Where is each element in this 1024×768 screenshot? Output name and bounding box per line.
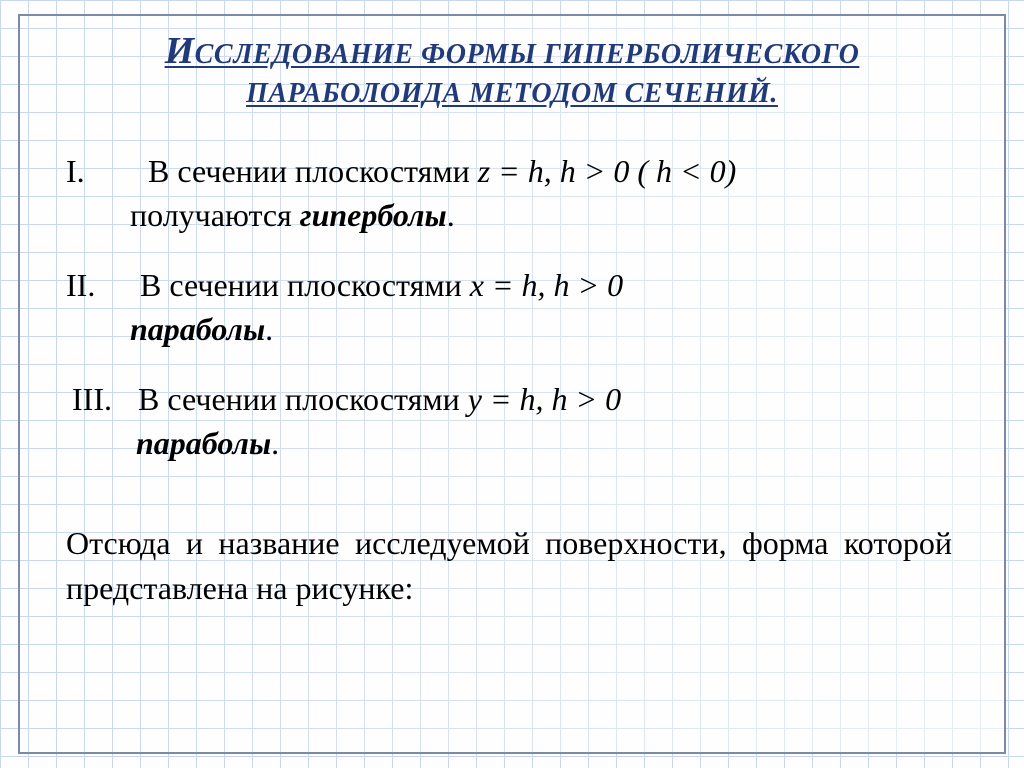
slide-title: ИССЛЕДОВАНИЕ ФОРМЫ ГИПЕРБОЛИЧЕСКОГО ПАРА…	[66, 28, 958, 111]
result-prefix: получаются	[130, 197, 300, 233]
result-word: параболы	[136, 425, 271, 461]
list-item: III. В сечении плоскостями y = h, h > 0 …	[72, 377, 958, 465]
result-suffix: .	[265, 311, 273, 347]
math-expr: x = h, h > 0	[470, 267, 623, 303]
title-first-letter: И	[165, 30, 195, 72]
item-text: В сечении плоскостями	[138, 381, 468, 417]
roman-numeral: II.	[66, 263, 124, 307]
roman-numeral: III.	[72, 377, 130, 421]
title-line2: ПАРАБОЛОИДА МЕТОДОМ СЕЧЕНИЙ.	[246, 78, 778, 109]
result-suffix: .	[447, 197, 455, 233]
result-word: параболы	[130, 311, 265, 347]
title-rest-line1: ССЛЕДОВАНИЕ ФОРМЫ ГИПЕРБОЛИЧЕСКОГО	[195, 39, 860, 70]
result-suffix: .	[271, 425, 279, 461]
math-expr: z = h, h > 0 ( h < 0)	[478, 153, 737, 189]
footer-text: Отсюда и название исследуемой поверхност…	[66, 521, 958, 611]
item-result-line: получаются гиперболы.	[66, 193, 958, 237]
item-text: В сечении плоскостями	[148, 153, 478, 189]
math-expr: y = h, h > 0	[468, 381, 621, 417]
list-item: II. В сечении плоскостями x = h, h > 0 п…	[66, 263, 958, 351]
slide-content: ИССЛЕДОВАНИЕ ФОРМЫ ГИПЕРБОЛИЧЕСКОГО ПАРА…	[18, 14, 1006, 754]
roman-numeral: I.	[66, 149, 124, 193]
item-text: В сечении плоскостями	[140, 267, 470, 303]
list-item: I. В сечении плоскостями z = h, h > 0 ( …	[66, 149, 958, 237]
item-result-line: параболы.	[66, 307, 958, 351]
item-result-line: параболы.	[72, 421, 958, 465]
result-word: гиперболы	[300, 197, 447, 233]
